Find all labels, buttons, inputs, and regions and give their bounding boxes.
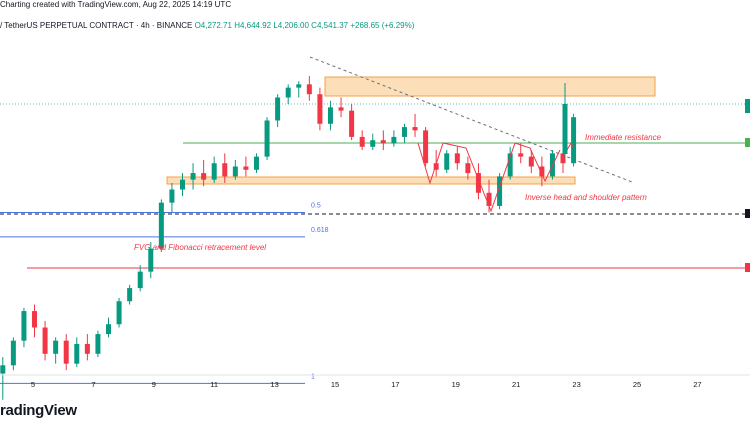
candle-body <box>243 166 249 170</box>
candle-body <box>391 136 397 144</box>
pattern-layer <box>417 142 575 213</box>
symbol-header: / TetherUS PERPETUAL CONTRACT · 4h · BIN… <box>0 21 414 30</box>
candle-body <box>190 173 196 180</box>
ohlc-close: C4,541.37 <box>311 21 349 30</box>
annotation-label: Immediate resistance <box>585 133 662 142</box>
candle-body <box>507 153 513 177</box>
candle-body <box>158 202 164 249</box>
candle-body <box>211 163 217 180</box>
annotation-label: FVG and Fibonacci retracement level <box>134 243 266 252</box>
x-tick-label: 9 <box>152 380 156 389</box>
candle-body <box>32 311 38 328</box>
candle-body <box>486 192 492 206</box>
candle-body <box>433 163 439 170</box>
breakout-body <box>562 104 568 154</box>
candle-body <box>116 301 122 325</box>
fib-level-label: 0.618 <box>311 227 329 234</box>
candle-body <box>338 107 344 111</box>
candle-body <box>444 153 450 170</box>
x-tick-label: 13 <box>270 380 278 389</box>
candle-body <box>560 153 566 164</box>
candle-body <box>53 340 59 354</box>
candle-body <box>306 84 312 95</box>
candle-body <box>296 84 302 88</box>
candle-body <box>74 343 80 364</box>
price-marker-resistance <box>745 138 750 147</box>
candle-body <box>63 340 69 364</box>
lines-layer <box>0 56 750 272</box>
candle-body <box>0 365 6 374</box>
symbol-title: / TetherUS PERPETUAL CONTRACT · 4h · BIN… <box>0 21 193 30</box>
candle-body <box>401 127 407 137</box>
price-marker-red <box>745 263 750 272</box>
candle-body <box>84 343 90 354</box>
ohlc-open: O4,272.71 <box>194 21 232 30</box>
x-tick-label: 27 <box>693 380 701 389</box>
candle-body <box>317 94 323 124</box>
x-tick-label: 19 <box>452 380 460 389</box>
candle-body <box>518 153 524 157</box>
candle-body <box>127 288 133 302</box>
breakout-arrow <box>566 142 575 151</box>
candle-body <box>21 311 27 341</box>
x-tick-label: 15 <box>331 380 339 389</box>
ohlc-change: +268.65 (+6.29%) <box>350 21 415 30</box>
candle-body <box>232 166 238 177</box>
x-tick-label: 17 <box>391 380 399 389</box>
candle-body <box>539 166 545 177</box>
candle-body <box>10 340 16 366</box>
candle-body <box>423 130 429 164</box>
candle-body <box>359 136 365 147</box>
candle-body <box>42 327 48 354</box>
candle-body <box>327 107 333 124</box>
candle-body <box>95 334 101 354</box>
candle-body <box>349 110 355 137</box>
descending-trendline <box>309 56 633 183</box>
candle-body <box>412 127 418 131</box>
annotation-label: Inverse head and shoulder pattern <box>525 193 647 202</box>
demand-zone <box>166 176 576 185</box>
supply-zone <box>324 76 656 97</box>
candle-body <box>571 117 577 164</box>
candle-body <box>285 87 291 98</box>
candle-body <box>475 173 481 193</box>
created-caption: Charting created with TradingView.com, A… <box>0 0 232 9</box>
candle-body <box>380 140 386 144</box>
x-tick-label: 7 <box>91 380 95 389</box>
x-tick-label: 23 <box>572 380 580 389</box>
zones-layer <box>166 76 656 185</box>
fib-level-label: 1 <box>311 373 315 380</box>
candle-body <box>179 179 185 190</box>
candle-body <box>497 176 503 206</box>
candle-body <box>222 163 228 177</box>
candle-body <box>201 173 207 180</box>
candle-body <box>264 120 270 157</box>
candle-body <box>169 189 175 203</box>
x-tick-label: 25 <box>633 380 641 389</box>
candle-body <box>253 156 259 170</box>
fib-level-label: 0.5 <box>311 203 321 210</box>
ohlc-low: L4,206.00 <box>273 21 309 30</box>
tradingview-logo: radingView <box>0 402 77 419</box>
candle-body <box>106 324 111 335</box>
candle-body <box>465 163 471 174</box>
candle-body <box>528 156 534 167</box>
price-marker-black <box>745 209 750 218</box>
candle-body <box>370 140 376 147</box>
ohlc-high: H4,644.92 <box>234 21 272 30</box>
x-axis: 5 7 9 11 13 15 17 19 21 23 25 27 <box>0 374 750 389</box>
candles-layer <box>0 76 577 400</box>
candle-body <box>137 271 143 289</box>
annotation-text-layer: FVG and Fibonacci retracement level Immed… <box>134 133 662 252</box>
x-tick-label: 11 <box>210 380 218 389</box>
x-tick-label: 21 <box>512 380 520 389</box>
candle-body <box>454 153 460 164</box>
x-tick-label: 5 <box>31 380 35 389</box>
candle-body <box>148 248 154 272</box>
inverse-head-shoulders-outline <box>417 142 561 213</box>
candle-body <box>275 97 281 121</box>
price-marker-green <box>745 99 750 113</box>
fibonacci-layer: 0.5 0.618 1 <box>0 203 329 384</box>
